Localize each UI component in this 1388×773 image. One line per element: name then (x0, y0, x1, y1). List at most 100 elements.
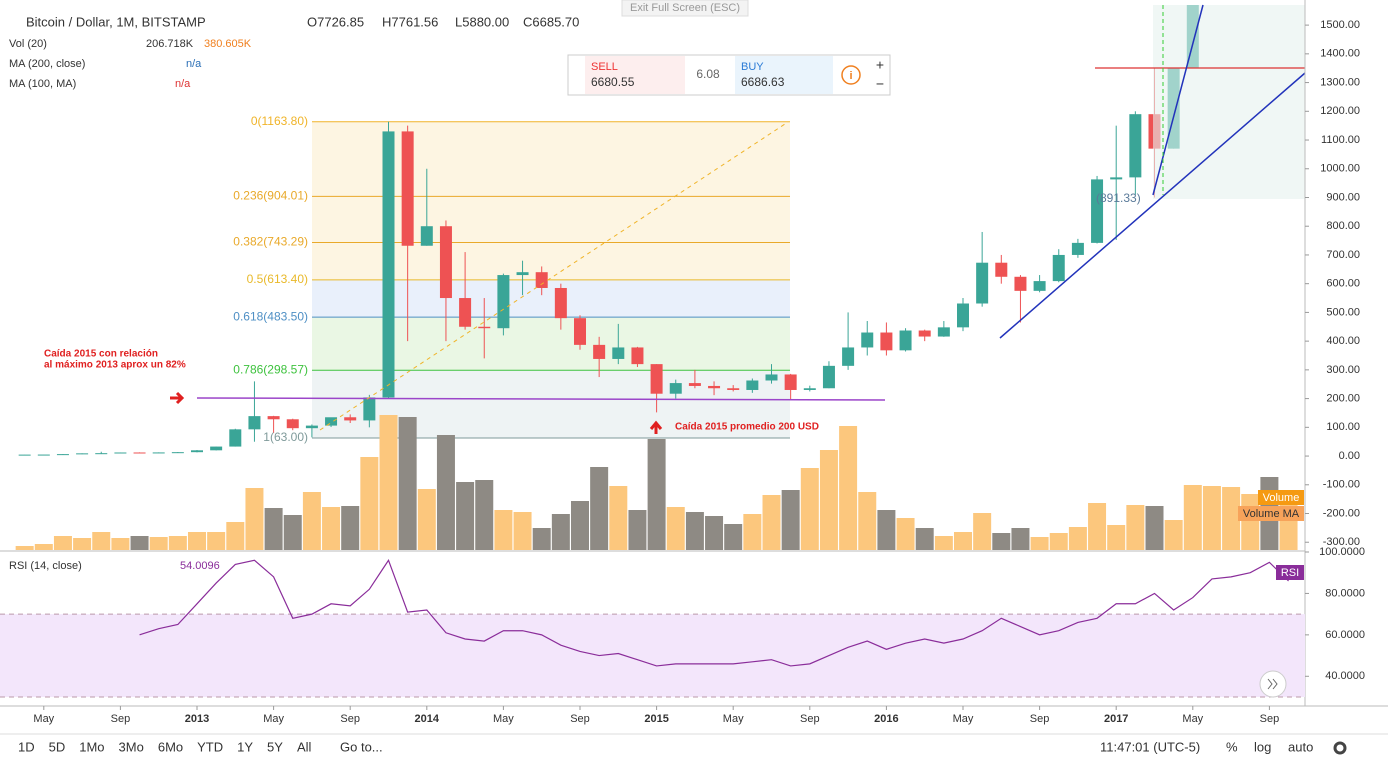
candle-body (76, 453, 89, 455)
overlay: 0(1163.80) 0.236(904.01) 0.382(743.29) 0.5(… (0, 0, 1388, 735)
volume-bar (283, 515, 302, 550)
volume-bar (934, 536, 953, 550)
candle-body (420, 226, 433, 246)
volume-bar (1183, 485, 1202, 550)
y-tick-label: 200.00 (1326, 393, 1360, 405)
ohlc: H7761.56 (382, 14, 438, 29)
candle-body (976, 262, 989, 304)
volume-bar (360, 457, 379, 550)
volume-bar (819, 450, 838, 550)
candle-body (37, 454, 50, 456)
volume-bar (53, 536, 72, 550)
percent-toggle[interactable]: % (1226, 739, 1238, 754)
fib-label: 0(1163.80) (251, 114, 308, 128)
range-button[interactable]: 5Y (267, 739, 283, 754)
log-toggle[interactable]: log (1254, 739, 1271, 754)
zoom-in[interactable]: + (876, 57, 884, 73)
candle-body (152, 452, 165, 454)
volume-bar (92, 532, 111, 550)
candle-body (459, 298, 472, 327)
volume-bar (111, 538, 130, 550)
rsi-badge-label: RSI (1281, 567, 1299, 579)
sell-price: 6680.55 (591, 75, 635, 89)
volume-bar (379, 415, 398, 550)
volume-bar (245, 488, 264, 550)
candle-body (554, 287, 567, 319)
candle-body (650, 364, 663, 394)
volume-bar (800, 468, 819, 550)
volume-bar (398, 417, 417, 550)
volume-badge-label: Volume (1263, 492, 1300, 504)
annotation: al máximo 2013 aprox un 82% (44, 360, 186, 371)
candle-body (171, 452, 184, 454)
volume-bar (1011, 528, 1030, 550)
volume-bar (781, 490, 800, 550)
buy-button[interactable] (735, 56, 833, 94)
scroll-button[interactable] (1259, 670, 1287, 698)
indicator-value: 206.718K (146, 38, 194, 50)
candle-body (439, 226, 452, 299)
volume-bar (992, 533, 1011, 550)
y-tick-label: 1400.00 (1320, 48, 1360, 60)
buy-label: BUY (741, 61, 764, 73)
candle-body (1071, 242, 1084, 255)
candle-body (95, 453, 108, 455)
ohlc: L5880.00 (455, 14, 509, 29)
exit-button[interactable] (621, 0, 749, 17)
volume-bar (571, 501, 589, 550)
ohlc: O7726.85 (307, 14, 364, 29)
range-button[interactable]: YTD (197, 739, 223, 754)
volume-bar (264, 508, 283, 550)
rsi-tick-label: 80.0000 (1325, 587, 1365, 599)
y-tick-label: 0.00 (1339, 450, 1360, 462)
auto-toggle[interactable]: auto (1288, 739, 1313, 754)
volume-bar (590, 467, 609, 550)
candle-body (1129, 114, 1142, 178)
range-button[interactable]: All (297, 739, 312, 754)
range-button[interactable]: 1Y (237, 739, 253, 754)
rsi-line (139, 558, 1289, 667)
range-button[interactable]: 1D (18, 739, 35, 754)
candle-body (363, 397, 376, 421)
candle-body (861, 332, 874, 348)
volume-bar (226, 522, 245, 550)
fib-label: 0.382(743.29) (233, 235, 308, 249)
volume-bar (1145, 506, 1164, 550)
volume-bar (609, 486, 628, 550)
range-button[interactable]: 5D (49, 739, 66, 754)
goto[interactable]: Go to... (340, 739, 383, 754)
range-button[interactable]: 3Mo (119, 739, 144, 754)
ohlc: C6685.70 (523, 14, 579, 29)
indicator: Vol (20) (9, 38, 47, 50)
candle-body (1052, 254, 1065, 282)
indicator-value: 380.605K (204, 38, 252, 50)
range-button[interactable]: 6Mo (158, 739, 183, 754)
sell-button[interactable] (585, 56, 685, 94)
clock: 11:47:01 (UTC-5) (1100, 739, 1200, 754)
volume-bar (1126, 505, 1145, 550)
info-button[interactable] (841, 65, 861, 85)
settings[interactable] (1333, 741, 1347, 755)
candle-body (229, 429, 242, 447)
annotation: Caída 2015 promedio 200 USD (675, 422, 819, 433)
candle-body (478, 326, 491, 329)
zoom-out[interactable]: − (876, 76, 884, 92)
x-tick-label: Sep (1030, 713, 1050, 725)
candle-body (995, 262, 1008, 277)
y-tick-label: 700.00 (1326, 249, 1360, 261)
volume-bar (858, 492, 877, 550)
candle-body (382, 131, 395, 398)
candle-body (746, 380, 759, 390)
candle-body (842, 347, 855, 366)
x-tick-label: 2014 (415, 713, 440, 725)
support-line (196, 397, 886, 401)
x-tick-label: May (493, 713, 514, 725)
candle-body (516, 272, 529, 276)
x-tick-label: May (723, 713, 744, 725)
range-button[interactable]: 1Mo (79, 739, 104, 754)
candle-body (784, 374, 797, 390)
candle-body (1110, 177, 1123, 180)
volume-bar (417, 489, 436, 550)
x-tick-label: 2016 (874, 713, 898, 725)
